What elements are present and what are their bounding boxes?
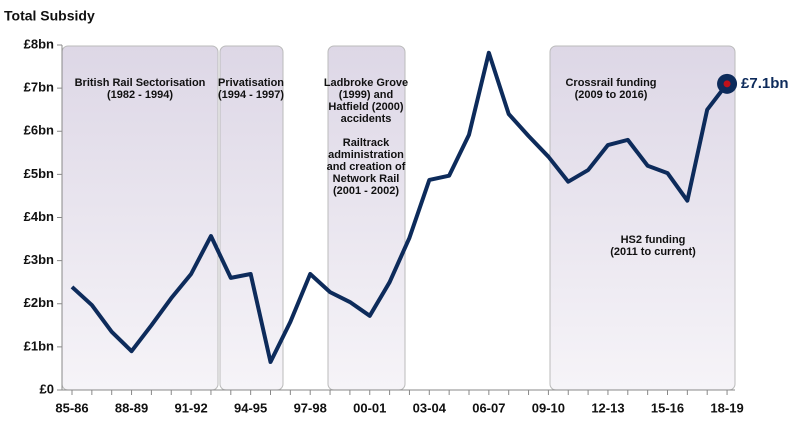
x-tick-label: 88-89 [115,400,148,415]
highlight-dot [723,80,731,88]
y-tick-label: £6bn [24,123,54,138]
annotation: (1999) and [339,89,393,101]
x-tick-label: 97-98 [294,400,327,415]
y-tick-label: £5bn [24,166,54,181]
x-tick-label: 03-04 [413,400,447,415]
x-tick-label: 12-13 [591,400,624,415]
x-tick-label: 09-10 [532,400,565,415]
annotation: British Rail Sectorisation [75,77,206,89]
chart-title: Total Subsidy [4,8,95,24]
y-tick-label: £2bn [24,295,54,310]
x-tick-label: 00-01 [353,400,386,415]
annotation: accidents [341,113,392,125]
annotation: HS2 funding [621,234,686,246]
y-tick-label: £8bn [24,36,54,51]
annotation: (2011 to current) [610,246,696,258]
annotation: administration [328,149,404,161]
y-tick-label: £1bn [24,338,54,353]
annotation: (2009 to 2016) [575,89,648,101]
annotation: (2001 - 2002) [333,185,399,197]
y-tick-label: £7bn [24,80,54,95]
x-tick-label: 94-95 [234,400,267,415]
annotation: and creation of [327,161,406,173]
annotation: (1982 - 1994) [107,89,173,101]
annotation: Network Rail [333,173,400,185]
x-tick-label: 15-16 [651,400,684,415]
data-line [70,50,729,364]
annotation: Railtrack [343,137,390,149]
annotation: Hatfield (2000) [328,101,404,113]
x-tick-label: 18-19 [710,400,743,415]
annotation: Crossrail funding [565,77,656,89]
data-label: £7.1bn [741,75,789,92]
annotation: Ladbroke Grove [324,77,408,89]
y-tick-label: £0 [40,381,54,396]
y-tick-label: £4bn [24,209,54,224]
x-tick-label: 85-86 [55,400,88,415]
annotation: Privatisation [218,77,284,89]
x-tick-label: 91-92 [174,400,207,415]
y-tick-label: £3bn [24,252,54,267]
x-tick-label: 06-07 [472,400,505,415]
annotation: (1994 - 1997) [218,89,284,101]
shaded-regions [61,45,736,391]
